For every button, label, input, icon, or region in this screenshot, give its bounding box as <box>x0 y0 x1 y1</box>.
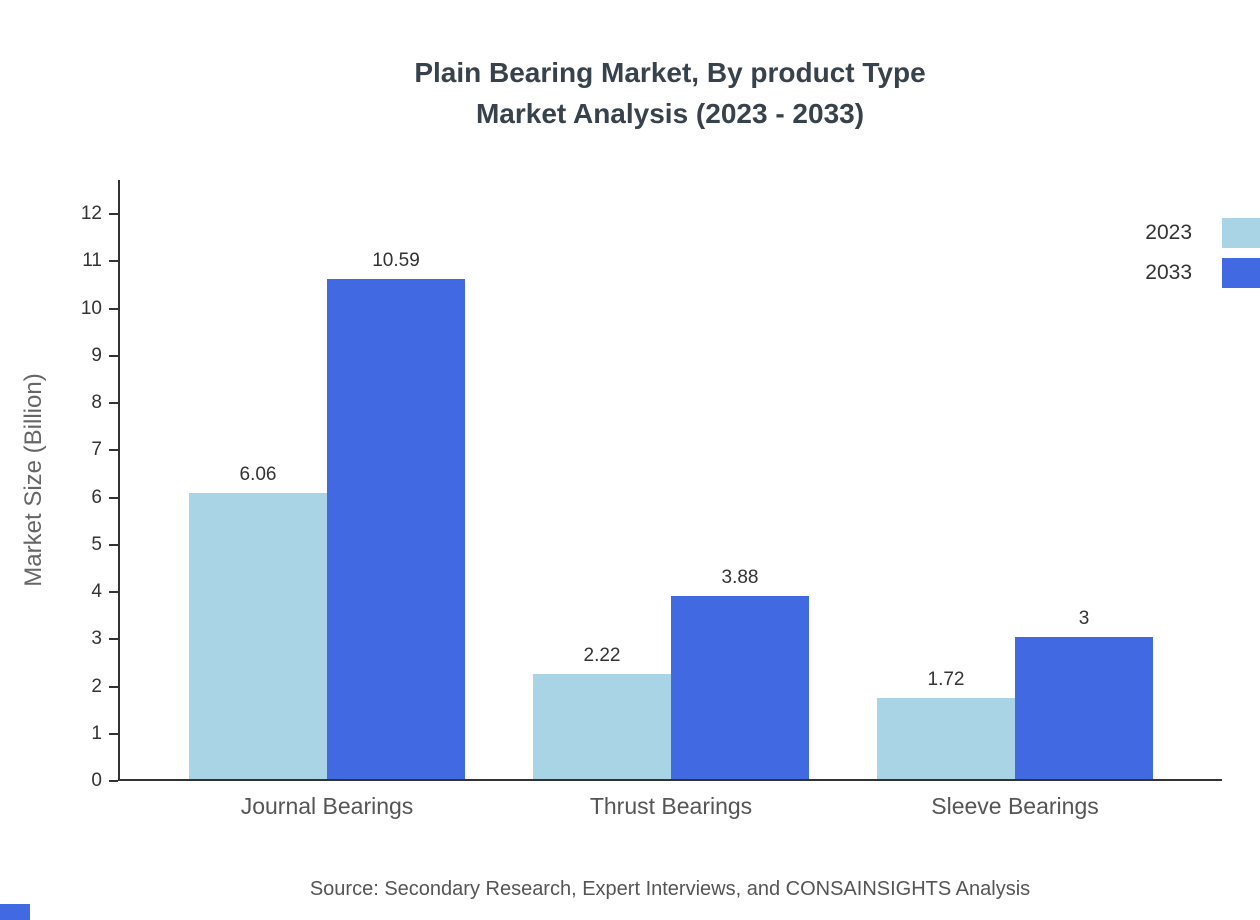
y-tick-label: 0 <box>91 770 102 791</box>
y-tick-mark <box>109 591 118 593</box>
bar-2023-thrust-bearings <box>533 674 671 779</box>
bar-2033-journal-bearings <box>327 279 465 779</box>
x-category-label: Journal Bearings <box>240 793 414 819</box>
y-tick-label: 2 <box>91 675 102 697</box>
y-tick-mark <box>109 732 118 735</box>
y-tick-label: 1 <box>91 722 102 744</box>
y-tick-mark <box>109 449 118 452</box>
y-tick-label: 9 <box>91 344 102 366</box>
y-tick-label: 8 <box>91 392 102 413</box>
y-tick-mark <box>109 543 118 546</box>
y-tick-label: 4 <box>91 581 102 602</box>
legend-item-2023: 2023 <box>1145 218 1260 248</box>
legend-swatch <box>1222 258 1260 288</box>
x-category-label: Thrust Bearings <box>589 793 753 819</box>
y-tick-mark <box>109 260 118 263</box>
plot-area: 0 1 2 3 4 5 6 7 8 9 10 11 12 6.06 10.59 Journal Bearing… <box>81 180 1222 819</box>
y-tick-mark <box>109 402 118 404</box>
bar-value-label: 6.06 <box>239 464 277 485</box>
corner-accent-square <box>0 904 30 920</box>
bar-value-label: 3 <box>1078 608 1090 629</box>
y-tick-label: 6 <box>91 486 102 508</box>
y-tick-mark <box>109 496 118 499</box>
bar-value-label: 1.72 <box>927 669 965 690</box>
chart-title-line2: Market Analysis (2023 - 2033) <box>475 98 865 129</box>
y-tick-label: 7 <box>91 439 102 461</box>
y-tick-label: 10 <box>80 297 102 319</box>
legend: 2023 2033 <box>1145 218 1260 288</box>
legend-label: 2023 <box>1145 221 1192 244</box>
y-tick-label: 3 <box>91 628 102 650</box>
bar-2033-thrust-bearings <box>671 596 809 779</box>
y-axis-title: Market Size (Billion) <box>20 373 47 587</box>
bar-2023-journal-bearings <box>189 493 327 779</box>
x-category-label: Sleeve Bearings <box>931 793 1099 819</box>
bar-2033-sleeve-bearings <box>1015 637 1153 779</box>
y-tick-mark <box>109 638 118 641</box>
bar-value-label: 2.22 <box>583 645 621 666</box>
y-tick-mark <box>109 307 118 310</box>
bar-2023-sleeve-bearings <box>877 698 1015 779</box>
y-tick-mark <box>109 213 118 215</box>
bar-value-label: 3.88 <box>721 567 759 588</box>
bar-value-label: 10.59 <box>372 250 420 271</box>
source-note: Source: Secondary Research, Expert Inter… <box>309 878 1031 900</box>
legend-swatch <box>1222 218 1260 248</box>
y-tick-label: 5 <box>91 533 102 555</box>
chart-title-line1: Plain Bearing Market, By product Type <box>414 57 926 88</box>
legend-label: 2033 <box>1145 261 1192 284</box>
y-tick-mark <box>109 354 118 357</box>
y-tick-mark <box>109 780 118 782</box>
y-tick-label: 11 <box>82 250 102 272</box>
y-tick-mark <box>109 685 118 688</box>
chart-title: Plain Bearing Market, By product Type Ma… <box>80 52 1260 134</box>
y-tick-label: 12 <box>80 203 102 224</box>
legend-item-2033: 2033 <box>1145 258 1260 288</box>
